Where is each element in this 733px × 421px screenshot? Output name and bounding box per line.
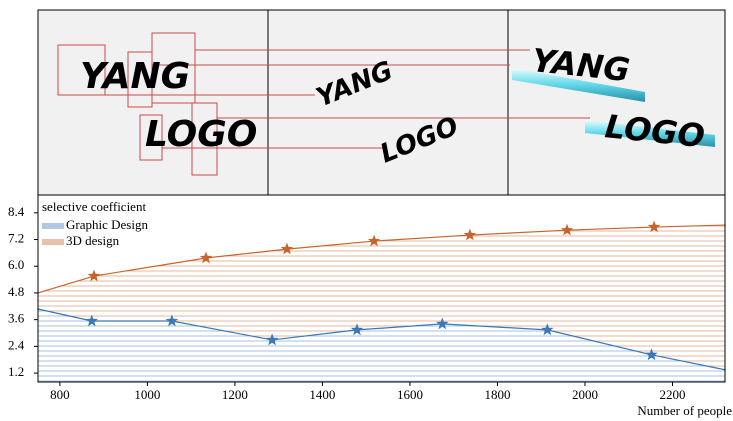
y-tick-label: 6.0 — [8, 257, 24, 272]
x-axis-title: Number of people — [637, 403, 732, 418]
y-tick-label: 4.8 — [8, 284, 24, 299]
y-tick-label: 1.2 — [8, 364, 24, 379]
x-tick-label: 1400 — [309, 387, 335, 402]
x-tick-label: 2200 — [659, 387, 685, 402]
x-tick-label: 1600 — [397, 387, 423, 402]
logo-text: YANG — [80, 56, 190, 97]
y-tick-label: 2.4 — [8, 337, 25, 352]
chart: 1.2 2.4 3.6 4.8 6.0 7.2 8.4 800 1000 1200 1400 1600… — [8, 195, 732, 418]
x-tick-label: 2000 — [572, 387, 598, 402]
legend-label: 3D design — [66, 233, 120, 248]
x-tick-label: 1200 — [222, 387, 248, 402]
y-tick-label: 3.6 — [8, 311, 25, 326]
legend-swatch — [42, 239, 64, 245]
legend-swatch — [42, 223, 64, 229]
logo-text: LOGO — [145, 114, 257, 155]
x-tick-label: 1800 — [484, 387, 510, 402]
x-tick-label: 800 — [50, 387, 70, 402]
y-tick-label: 7.2 — [8, 231, 24, 246]
figure: YANG LOGO YANG LOGO YANG LOGO 1.2 2.4 3.6 4… — [0, 0, 733, 421]
panel-frame — [38, 10, 725, 195]
y-tick-label: 8.4 — [8, 204, 25, 219]
legend-label: Graphic Design — [66, 217, 148, 232]
image-panels: YANG LOGO YANG LOGO YANG LOGO — [38, 10, 725, 195]
legend-title: selective coefficient — [42, 199, 146, 214]
x-tick-label: 1000 — [134, 387, 160, 402]
